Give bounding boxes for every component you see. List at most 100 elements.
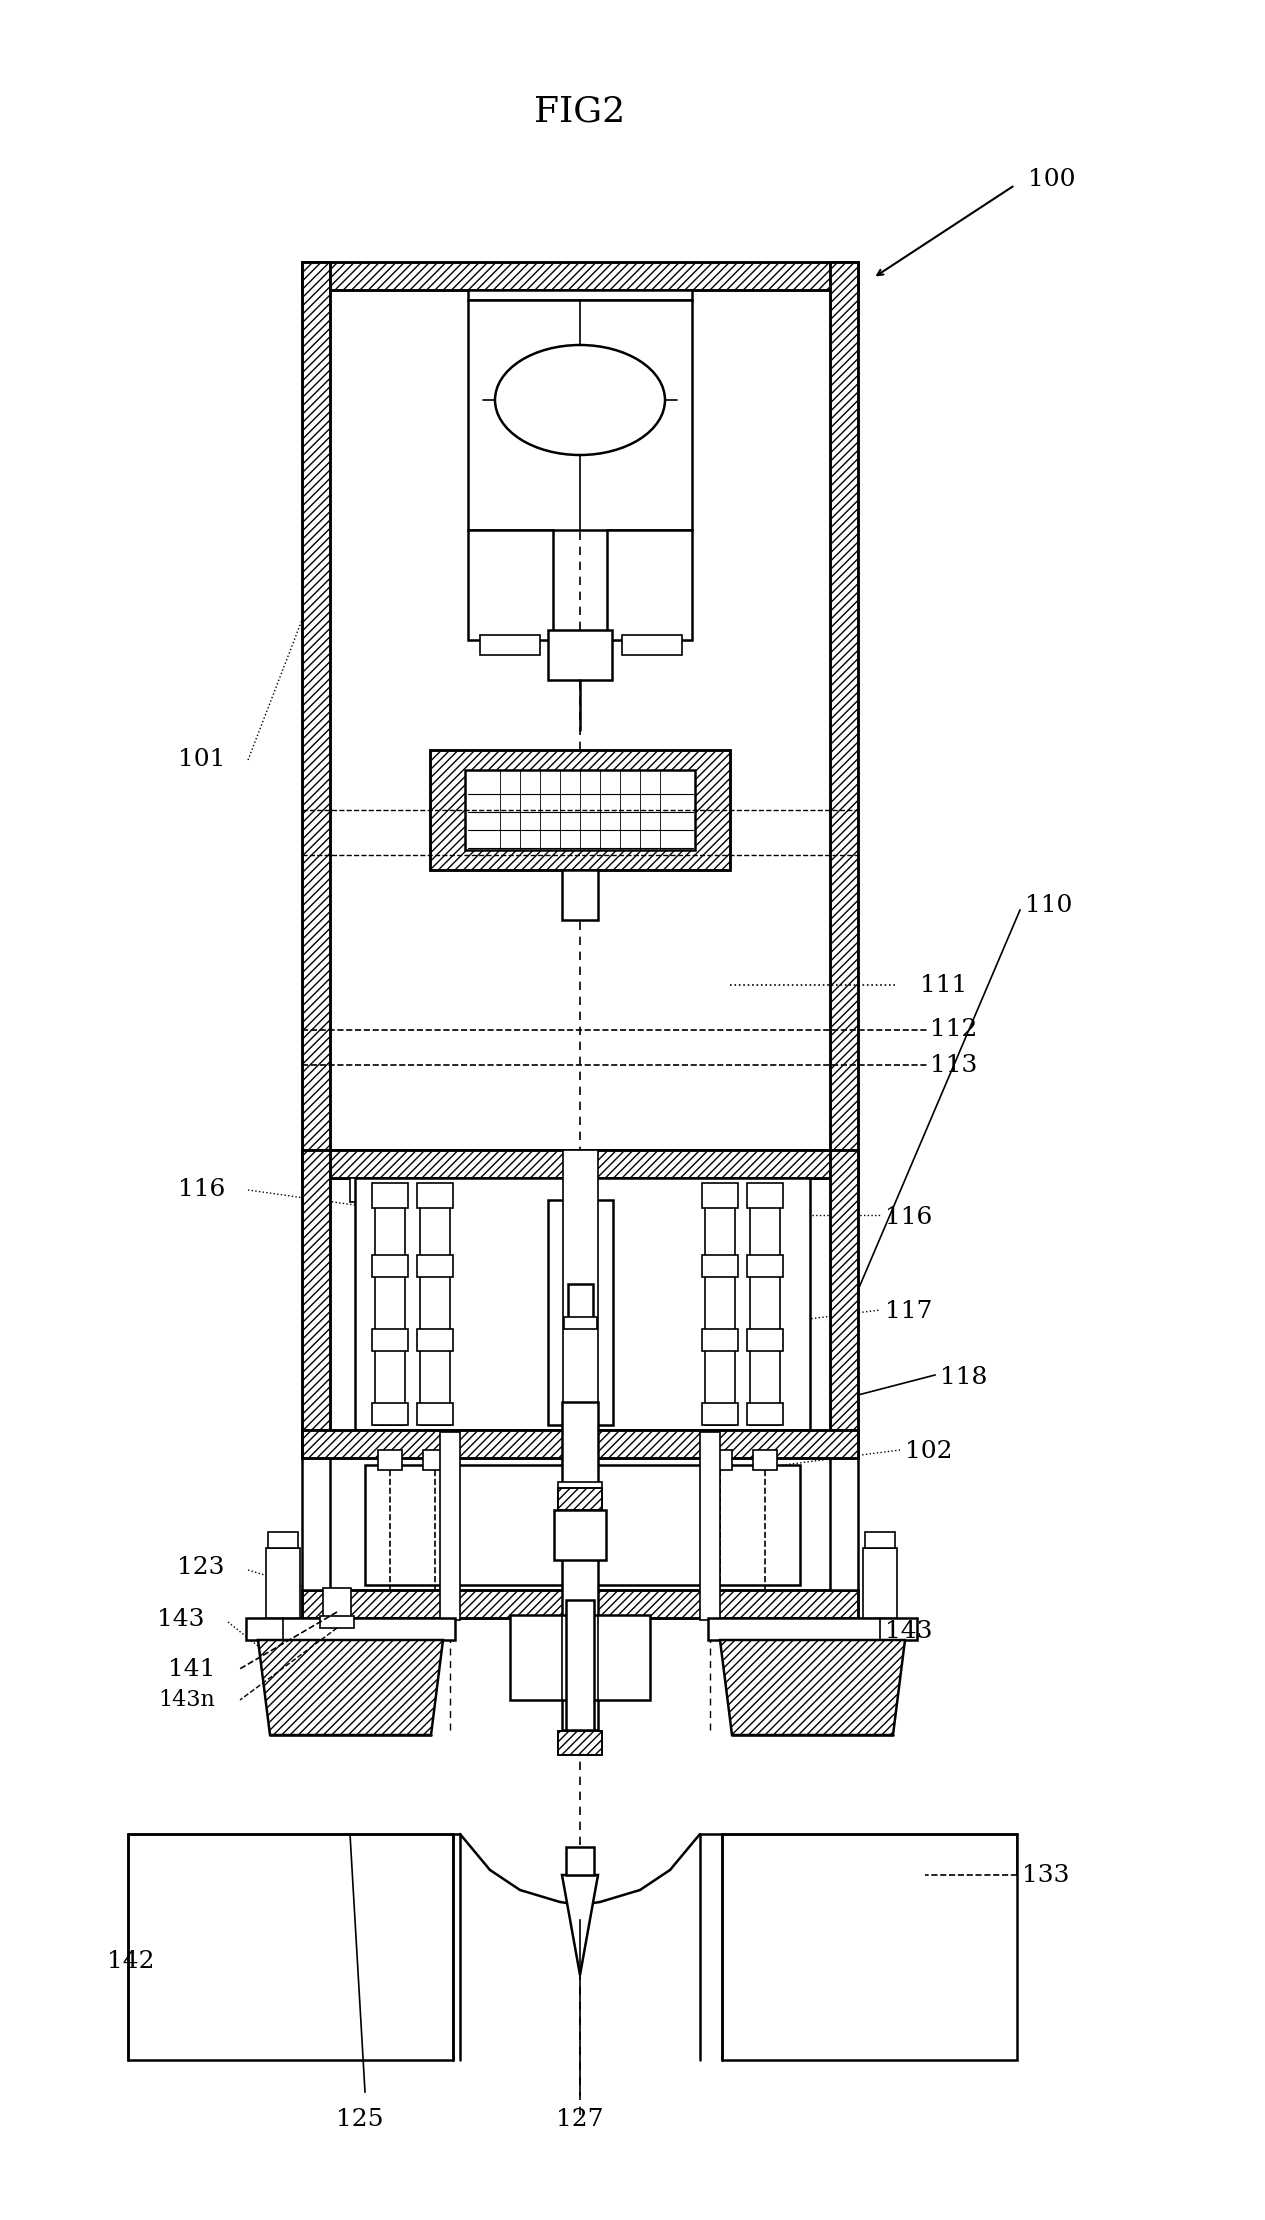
Bar [708,1618,917,1641]
Bar [266,1547,300,1618]
Bar [350,1179,369,1201]
Bar [705,1203,735,1425]
Bar [722,1834,1017,2060]
Bar [607,531,692,639]
Bar [562,870,598,919]
Bar [830,262,858,1150]
Bar [302,262,858,291]
Polygon shape [720,1641,904,1736]
Text: FIG2: FIG2 [534,95,626,129]
Text: 118: 118 [940,1365,988,1388]
Bar [565,1847,595,1876]
Text: 125: 125 [336,2109,383,2131]
Text: 110: 110 [1025,892,1073,917]
Bar [558,1483,602,1510]
Bar [865,1532,896,1547]
Bar [430,750,730,870]
Text: 143: 143 [158,1610,205,1632]
Bar [302,1150,858,1179]
Text: 112: 112 [930,1019,978,1041]
Polygon shape [258,1641,443,1736]
Bar [420,1203,450,1425]
Bar [372,1330,409,1352]
Text: 117: 117 [886,1301,932,1323]
Bar [563,1150,598,1430]
Bar [479,635,540,655]
Text: 143n: 143n [158,1689,215,1712]
Bar [702,1403,737,1425]
Bar [128,1834,453,2060]
Bar [302,1590,858,1618]
Ellipse shape [495,344,665,455]
Bar [417,1254,453,1276]
Text: 116: 116 [177,1179,225,1201]
Text: 102: 102 [904,1441,953,1463]
Text: 133: 133 [1022,1863,1069,1887]
Bar [548,630,612,679]
Bar [430,1179,450,1201]
Bar [302,1150,330,1430]
Bar [417,1183,453,1208]
Bar [378,1450,402,1470]
Bar [302,1430,858,1459]
Bar [355,1179,810,1430]
Bar [302,1150,858,1179]
Bar [245,1618,455,1641]
Text: 123: 123 [177,1556,225,1578]
Bar [702,1330,737,1352]
Bar [830,1150,858,1430]
Bar [702,1183,737,1208]
Bar [748,1330,783,1352]
Bar [510,1614,650,1701]
Bar [558,1487,602,1510]
Bar [372,1254,409,1276]
Bar [302,262,330,1150]
Bar [558,1487,602,1510]
Bar [468,531,553,639]
Bar [417,1330,453,1352]
Bar [750,1203,781,1425]
Bar [372,1183,409,1208]
Bar [554,1510,606,1561]
Bar [302,262,330,1150]
Bar [302,1150,330,1430]
Bar [565,1601,595,1729]
Bar [468,291,692,300]
Text: 113: 113 [930,1054,978,1077]
Bar [374,1203,405,1425]
Bar [708,1450,732,1470]
Text: 101: 101 [177,748,225,773]
Bar [430,750,730,870]
Bar [466,770,694,850]
Bar [366,1465,799,1585]
Polygon shape [562,1876,598,1976]
Bar [562,1403,598,1729]
Bar [748,1183,783,1208]
Text: 111: 111 [920,975,968,997]
Bar [558,1732,602,1756]
Bar [564,1316,597,1330]
Bar [622,635,682,655]
Bar [710,1179,730,1201]
Text: 141: 141 [168,1658,215,1681]
Bar [323,1587,350,1618]
Bar [440,1432,460,1621]
Bar [548,1201,614,1425]
Bar [302,1150,858,1179]
Bar [372,1403,409,1425]
Bar [700,1432,720,1621]
Bar [830,1430,858,1590]
Bar [863,1547,897,1618]
Text: 143: 143 [886,1621,932,1643]
Bar [268,1532,299,1547]
Text: 142: 142 [108,1951,156,1974]
Bar [753,1450,777,1470]
Bar [830,1150,858,1430]
Bar [302,1150,858,1179]
Bar [748,1254,783,1276]
Text: 100: 100 [1028,169,1075,191]
Bar [568,1283,593,1319]
Bar [302,1430,330,1590]
Bar [558,1732,602,1756]
Bar [320,1616,354,1627]
